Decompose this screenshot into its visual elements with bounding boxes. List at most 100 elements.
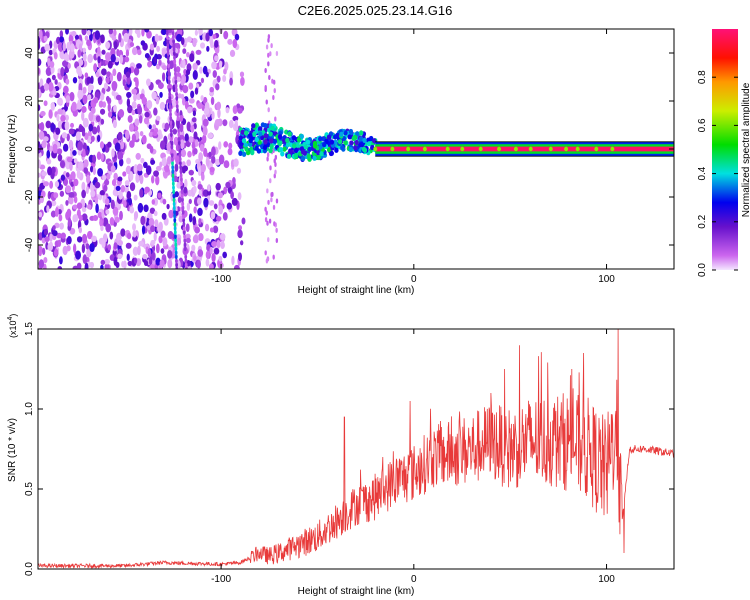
heatmap-cell [193,206,197,214]
heatmap-cell [81,243,86,254]
heatmap-cell [300,149,306,155]
heatmap-cell [76,170,81,179]
heatmap-cell [174,79,178,85]
heatmap-cell [268,218,272,224]
heatmap-cell [275,198,279,204]
heatmap-cell [207,132,214,139]
heatmap-cell [197,183,203,190]
heatmap-cell [182,217,186,223]
heatmap-cell [303,144,309,150]
heatmap-cell [122,200,127,208]
heatmap-cell [212,225,219,234]
heatmap-cell [238,150,243,156]
heatmap-cell [263,133,269,139]
heatmap-cell [216,75,221,83]
heatmap-cell [70,181,75,187]
heatmap-cell [91,126,98,135]
heatmap-cell [92,154,97,164]
heatmap-cell [138,115,143,124]
heatmap-cell [104,198,110,206]
heatmap-cell [194,87,199,95]
heatmap-cell [92,167,97,176]
heatmap-cell [197,166,202,177]
heatmap-cell [61,132,68,139]
heatmap-cell [119,210,123,221]
heatmap-cell [210,96,215,106]
heatmap-cell [167,63,170,69]
heatmap-cell [173,217,177,223]
heatmap-cell [55,127,61,135]
heatmap-cell [211,61,217,70]
heatmap-cell [153,56,157,64]
heatmap-cell [177,237,182,246]
heatmap-cell [77,141,84,151]
colorbar: 0.0 0.2 0.4 0.6 0.8 Normalized spectral ampl… [697,29,750,277]
heatmap-cell [295,142,300,148]
heatmap-cell [38,29,43,39]
heatmap-cell [65,172,70,178]
heatmap-cell [267,237,270,243]
heatmap-cell [38,130,45,140]
heatmap-cell [156,45,161,52]
heatmap-cell [165,29,169,32]
heatmap-cell [71,30,77,37]
heatmap-cell [291,135,297,141]
heatmap-cell [133,93,137,102]
heatmap-cell [191,141,196,150]
heatmap-cell [248,138,253,144]
heatmap-cell [214,55,219,62]
heatmap-cell [215,215,222,222]
heatmap-cell [185,223,190,233]
heatmap-cell [206,45,210,52]
heatmap-cell [198,189,202,197]
heatmap-cell [125,242,132,249]
colorbar-tick-label: 0.0 [697,263,708,277]
heatmap-cell [274,169,277,175]
heatmap-cell [318,144,324,150]
heatmap-cell [177,132,181,138]
heatmap-cell [175,103,179,109]
heatmap-cell [225,106,230,114]
heatmap-cell [111,34,117,41]
heatmap-cell [208,29,214,37]
heatmap-cell [118,158,124,167]
heatmap-cell [305,139,311,145]
heatmap-cell [38,58,42,67]
heatmap-cell [65,29,69,35]
heatmap-cell [175,99,179,105]
heatmap-cell [59,222,64,230]
heatmap-cell [280,151,285,157]
heatmap-cell [222,74,227,83]
heatmap-cell [99,141,105,149]
heatmap-cell [195,49,202,55]
heatmap-cell [72,204,78,210]
heatmap-cell [93,63,98,72]
heatmap-cell [163,218,169,226]
heatmap-cell [151,91,157,100]
heatmap-cell [137,202,144,213]
heatmap-cell [192,70,198,80]
heatmap-cell [107,60,113,69]
heatmap-cell [124,186,130,193]
heatmap-cell [173,175,178,183]
heatmap-cell [192,215,197,226]
heatmap-cell [60,174,66,181]
heatmap-cell [169,119,173,126]
heatmap-cell [272,94,275,100]
heatmap-cell [197,207,203,217]
heatmap-cell [100,153,104,162]
heatmap-cell [159,161,163,168]
heatmap-cell [192,234,199,244]
heatmap-cell [68,128,75,135]
heatmap-cell [117,176,123,182]
heatmap-cell [91,235,97,243]
heatmap-cell [126,232,132,240]
heatmap-cell [64,67,70,74]
heatmap-cell [38,259,45,269]
heatmap-cell [564,146,569,152]
heatmap-cell [299,133,305,140]
heatmap-cell [38,211,43,218]
heatmap-cell [207,184,211,192]
heatmap-cell [43,181,49,187]
heatmap-cell [271,78,274,84]
